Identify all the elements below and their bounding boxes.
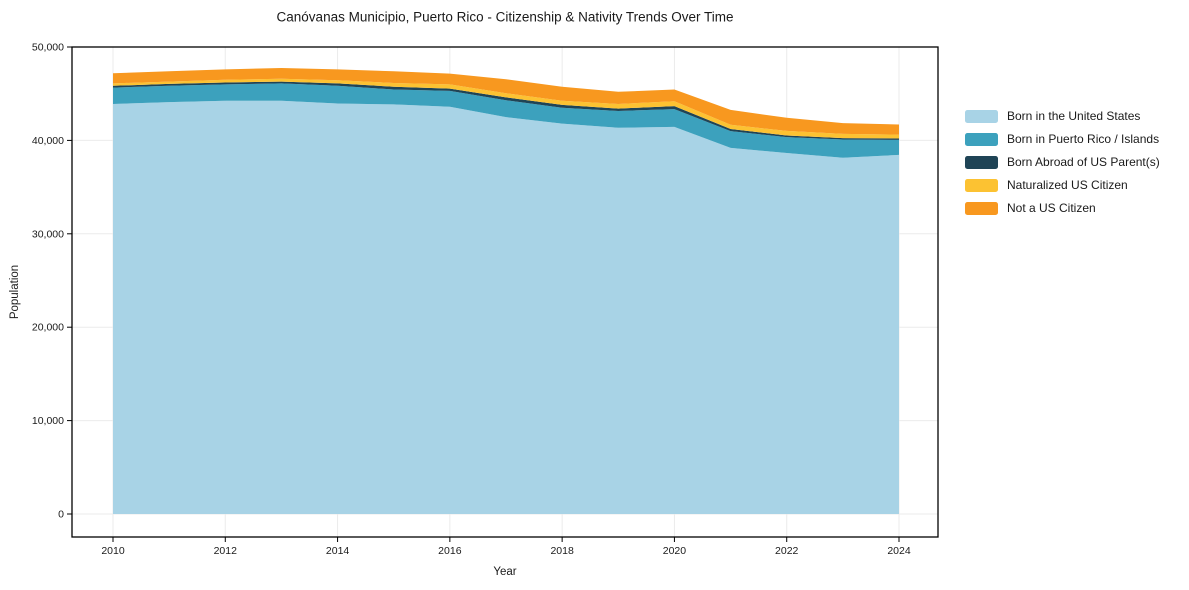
legend-item: Born in the United States — [965, 109, 1160, 123]
legend-item: Born in Puerto Rico / Islands — [965, 132, 1160, 146]
legend-label: Born in Puerto Rico / Islands — [1007, 132, 1160, 146]
y-tick-label: 40,000 — [32, 135, 64, 147]
y-tick-label: 20,000 — [32, 322, 64, 334]
area-born-in-the-united-states — [113, 100, 899, 514]
plot-frame — [71, 46, 939, 538]
legend-swatch-icon — [965, 109, 998, 123]
legend-item: Not a US Citizen — [965, 201, 1160, 215]
legend-item: Born Abroad of US Parent(s) — [965, 155, 1160, 169]
y-tick-label: 30,000 — [32, 228, 64, 240]
x-tick-label: 2024 — [887, 545, 911, 557]
x-tick-label: 2010 — [101, 545, 125, 557]
x-tick-label: 2016 — [438, 545, 462, 557]
legend-item: Naturalized US Citizen — [965, 178, 1160, 192]
y-axis-label: Population — [9, 264, 21, 320]
legend-label: Born in the United States — [1007, 109, 1141, 123]
legend-label: Not a US Citizen — [1007, 201, 1096, 215]
x-tick-label: 2012 — [214, 545, 238, 557]
y-tick-label: 50,000 — [32, 42, 64, 54]
y-tick-label: 0 — [58, 509, 64, 521]
x-tick-label: 2022 — [775, 545, 799, 557]
legend-label: Born Abroad of US Parent(s) — [1007, 155, 1160, 169]
y-tick-label: 10,000 — [32, 415, 64, 427]
x-tick-label: 2014 — [326, 545, 350, 557]
chart-title: Canóvanas Municipio, Puerto Rico - Citiz… — [276, 9, 734, 25]
legend: Born in the United States Born in Puerto … — [965, 109, 1160, 224]
area-not-a-us-citizen — [113, 68, 899, 135]
legend-swatch-icon — [965, 155, 998, 169]
x-tick-label: 2018 — [550, 545, 574, 557]
x-axis-label: Year — [493, 566, 517, 578]
area-born-in-puerto-rico-islands — [113, 83, 899, 158]
legend-label: Naturalized US Citizen — [1007, 178, 1128, 192]
legend-swatch-icon — [965, 201, 998, 215]
legend-swatch-icon — [965, 132, 998, 146]
legend-swatch-icon — [965, 178, 998, 192]
x-tick-label: 2020 — [663, 545, 687, 557]
